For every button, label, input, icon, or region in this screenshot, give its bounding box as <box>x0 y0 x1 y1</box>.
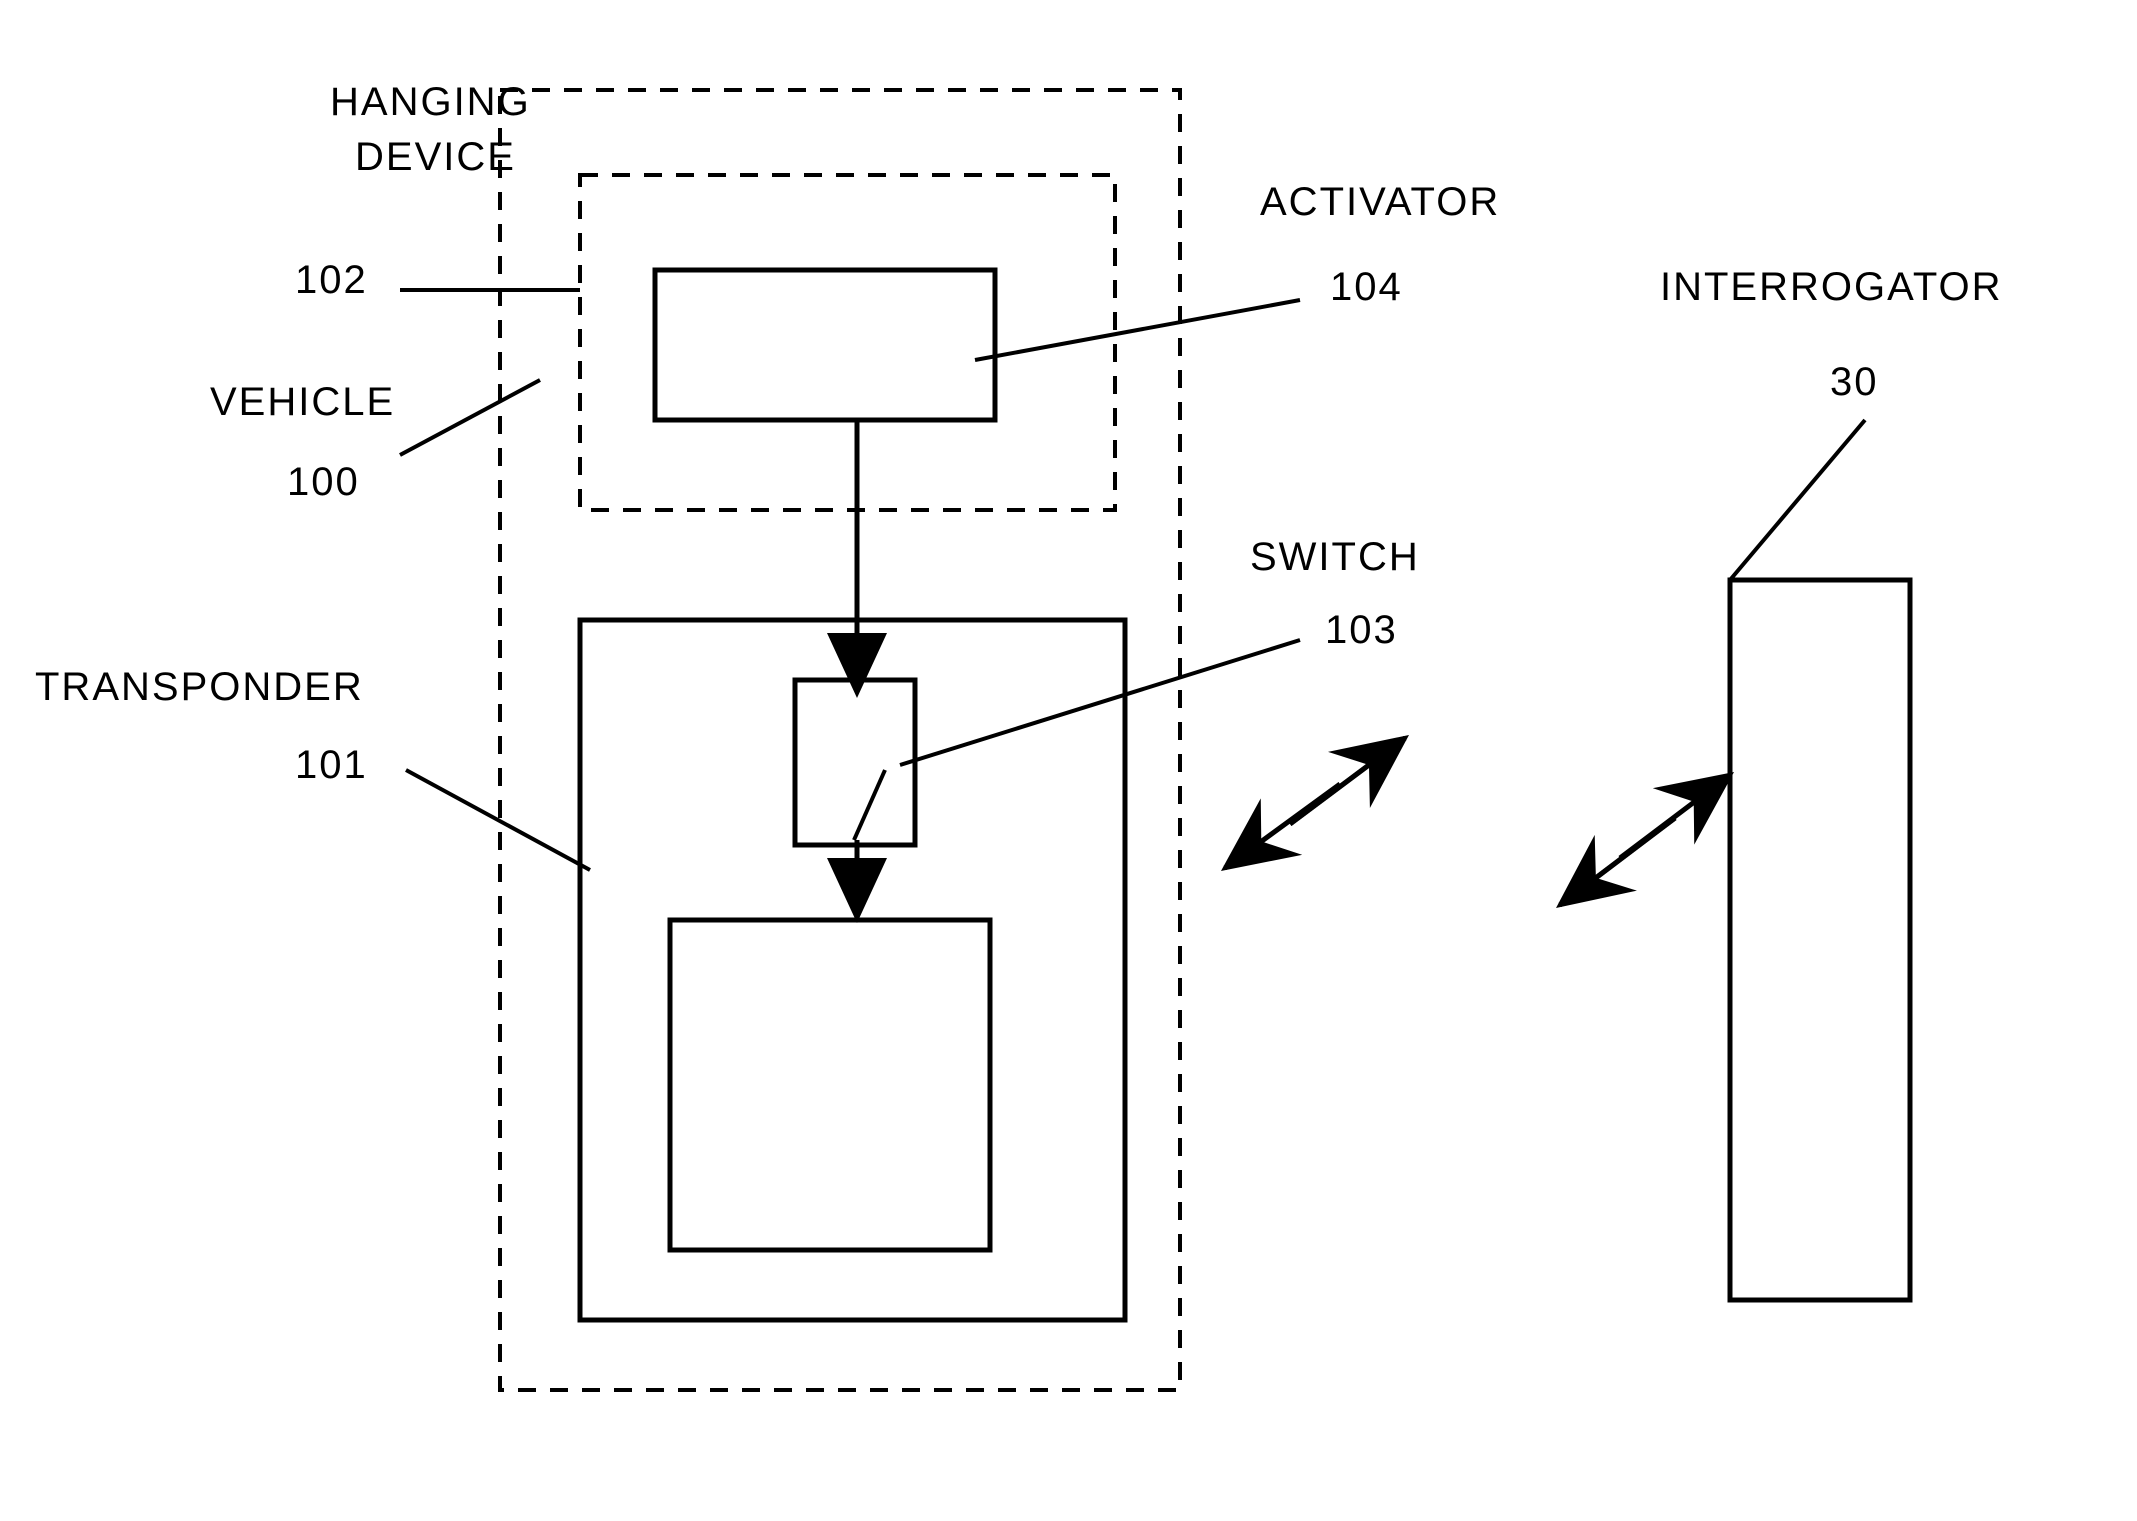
transponder-text: TRANSPONDER <box>35 665 364 709</box>
number-103: 103 <box>1325 608 1398 653</box>
label-interrogator: INTERROGATOR <box>1660 265 2003 310</box>
vehicle-text: VEHICLE <box>210 380 395 424</box>
activator-text: ACTIVATOR <box>1260 180 1500 224</box>
number-100: 100 <box>287 460 360 505</box>
switch-text: SWITCH <box>1250 535 1420 579</box>
label-transponder: TRANSPONDER <box>35 665 364 710</box>
number-104: 104 <box>1330 265 1403 310</box>
number-101: 101 <box>295 743 368 788</box>
label-hanging-device-1: HANGING <box>330 80 531 125</box>
hanging-device-text2: DEVICE <box>355 135 516 179</box>
number-30: 30 <box>1830 360 1879 405</box>
number-102: 102 <box>295 258 368 303</box>
diagram-root: HANGING DEVICE ACTIVATOR INTERROGATOR VE… <box>0 0 2137 1521</box>
label-vehicle: VEHICLE <box>210 380 395 425</box>
label-hanging-device-2: DEVICE <box>355 135 516 180</box>
label-switch: SWITCH <box>1250 535 1420 580</box>
interrogator-text: INTERROGATOR <box>1660 265 2003 309</box>
hanging-device-text1: HANGING <box>330 80 531 124</box>
label-activator: ACTIVATOR <box>1260 180 1500 225</box>
